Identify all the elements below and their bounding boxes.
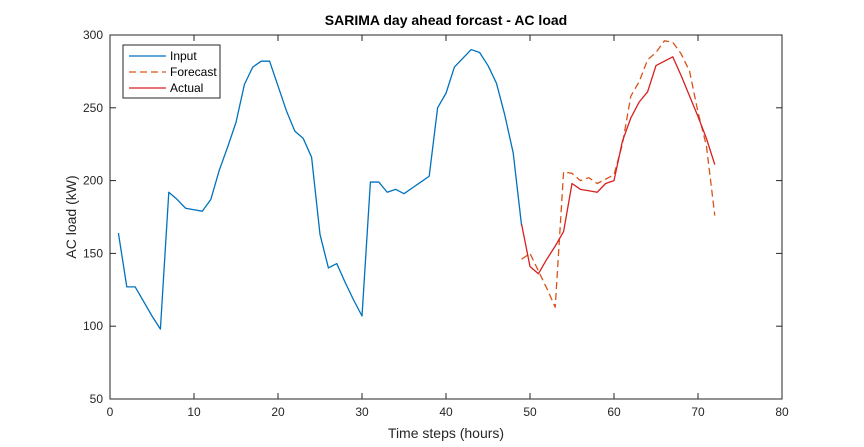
y-tick-label: 50 (90, 392, 104, 406)
x-tick-label: 70 (691, 405, 705, 419)
x-axis-ticks: 0 10 20 30 40 50 60 70 80 (107, 35, 789, 419)
x-tick-label: 40 (439, 405, 453, 419)
y-tick-label: 300 (83, 28, 103, 42)
legend-box (122, 44, 221, 99)
x-tick-label: 10 (187, 405, 201, 419)
y-tick-label: 250 (83, 101, 103, 115)
plot-area (109, 34, 783, 400)
x-tick-label: 20 (271, 405, 285, 419)
chart-title: SARIMA day ahead forcast - AC load (325, 12, 567, 28)
series-line-actual (520, 56, 716, 275)
y-tick-label: 200 (83, 174, 103, 188)
legend: Input Forecast Actual (122, 44, 221, 99)
y-tick-label: 100 (83, 319, 103, 333)
legend-label-actual: Actual (170, 81, 203, 95)
x-tick-label: 80 (775, 405, 789, 419)
y-axis-label: AC load (kW) (63, 175, 79, 258)
y-axis-ticks: 50 100 150 200 250 300 (83, 28, 782, 406)
x-tick-label: 60 (607, 405, 621, 419)
x-tick-label: 30 (355, 405, 369, 419)
legend-label-forecast: Forecast (170, 65, 217, 79)
x-tick-label: 50 (523, 405, 537, 419)
series-lines (117, 40, 716, 330)
series-line-input (117, 48, 523, 330)
y-tick-label: 150 (83, 246, 103, 260)
legend-label-input: Input (170, 49, 197, 63)
x-axis-label: Time steps (hours) (388, 425, 504, 441)
x-tick-label: 0 (107, 405, 114, 419)
